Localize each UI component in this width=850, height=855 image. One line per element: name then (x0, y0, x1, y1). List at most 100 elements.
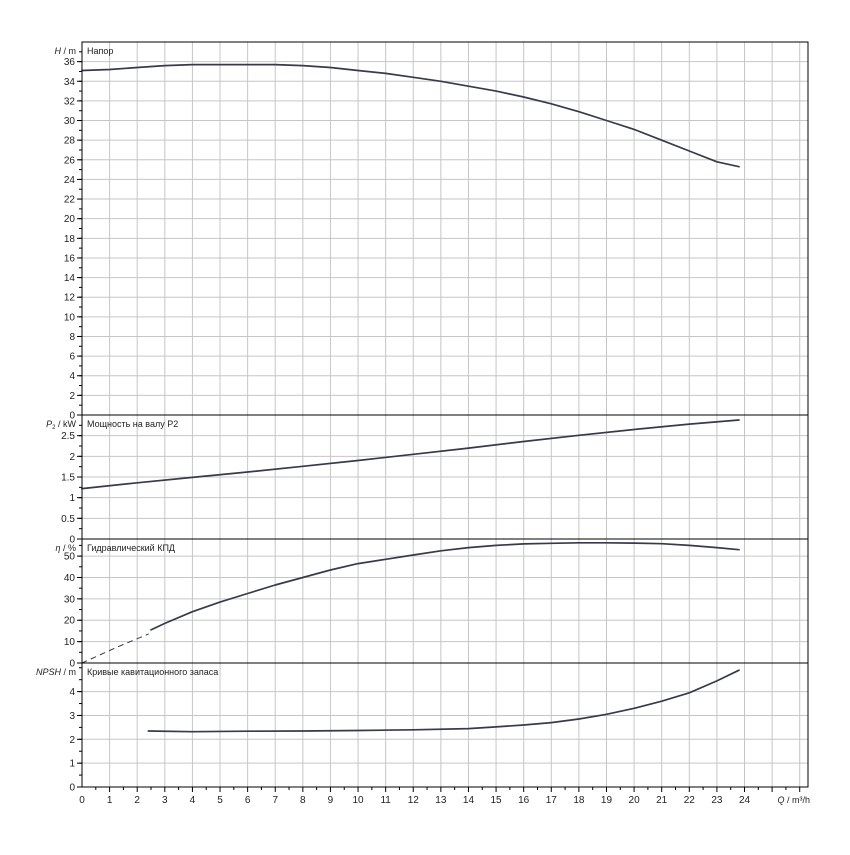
panel-frame (81, 662, 809, 788)
vertical-grid (109, 663, 801, 787)
x-tick-label: 4 (190, 795, 196, 806)
horizontal-grid (82, 555, 808, 643)
y-tick-label: 2.5 (61, 431, 75, 442)
vertical-grid (109, 539, 801, 663)
chart-panel-2: 00.511.522.5P2 / kW Мощность на валу P2 (46, 414, 809, 546)
y-tick-labels: 0 10 20 30 40 50 (64, 552, 82, 670)
series-line (150, 541, 740, 631)
y-tick-label: 4 (69, 687, 75, 698)
y-tick-label: 34 (64, 77, 76, 88)
y-tick-label: 10 (64, 312, 76, 323)
panel-frame (81, 538, 809, 664)
y-tick-label: 2 (69, 452, 75, 463)
x-tick-label: 2 (134, 795, 140, 806)
y-tick-label: 10 (64, 637, 76, 648)
y-tick-label: 2 (69, 391, 75, 402)
y-axis-unit: / kW (56, 419, 77, 429)
y-axis-label: P2 / kW (46, 419, 76, 431)
panel-title: Кривые кавитационного запаса (87, 667, 218, 677)
y-tick-label: 22 (64, 195, 76, 206)
y-axis-unit: / m (61, 46, 76, 56)
horizontal-grid (82, 691, 808, 764)
y-tick-label: 4 (69, 371, 75, 382)
x-tick-label: 17 (546, 795, 558, 806)
chart-panel-4: 0 1 2 3 4 NPSH / m Кривые кавитационного запас… (36, 662, 809, 794)
x-tick-label: 14 (463, 795, 475, 806)
x-tick-label: 21 (656, 795, 668, 806)
x-axis: 0 1 2 3 4 5 6 7 8 9 10 11 12 13 14 15 16 17 18 19 20 21 22 23 24… (79, 787, 810, 806)
y-tick-label: 6 (69, 352, 75, 363)
y-axis-unit: / m (61, 667, 76, 677)
x-axis-unit: / m³/h (784, 795, 810, 805)
y-tick-label: 0 (69, 659, 75, 670)
y-tick-label: 2 (69, 735, 75, 746)
y-tick-label: 16 (64, 253, 76, 264)
y-tick-label: 40 (64, 573, 76, 584)
y-tick-label: 24 (64, 175, 76, 186)
y-tick-label: 1.5 (61, 473, 75, 484)
y-tick-label: 14 (64, 273, 76, 284)
series-line (147, 669, 740, 733)
x-tick-label: 3 (162, 795, 168, 806)
y-tick-label: 18 (64, 234, 76, 245)
y-tick-label: 1 (69, 759, 75, 770)
x-tick-label: 11 (380, 795, 391, 806)
y-axis-symbol: P (46, 419, 52, 429)
y-tick-label: 20 (64, 616, 76, 627)
x-tick-label: 12 (408, 795, 420, 806)
series-line-dashed (81, 633, 149, 664)
y-tick-label: 0 (69, 411, 75, 422)
x-tick-label: 15 (491, 795, 503, 806)
x-tick-label: 13 (435, 795, 447, 806)
y-tick-label: 1 (69, 493, 75, 504)
panel-title: Гидравлический КПД (87, 543, 175, 553)
horizontal-grid (82, 435, 808, 519)
horizontal-grid (82, 61, 808, 396)
vertical-grid (109, 42, 801, 415)
x-tick-label: 0 (79, 795, 85, 806)
x-tick-label: 9 (328, 795, 334, 806)
x-tick-label: 7 (272, 795, 278, 806)
x-tick-label: 20 (629, 795, 641, 806)
y-axis-unit: / % (60, 543, 76, 553)
x-tick-label: 19 (601, 795, 613, 806)
panel-title: Напор (87, 46, 113, 56)
y-axis-label: NPSH / m (36, 667, 76, 677)
x-tick-label: 10 (352, 795, 364, 806)
x-tick-label: 1 (107, 795, 113, 806)
y-axis-symbol: NPSH (36, 667, 62, 677)
series-line (81, 63, 740, 168)
x-tick-label: 6 (245, 795, 251, 806)
y-axis-subscript: 2 (52, 425, 56, 431)
y-axis-label: η / % (55, 543, 76, 553)
x-axis-symbol: Q (777, 795, 784, 805)
panel-frame (81, 41, 809, 416)
y-tick-labels: 0 0.5 1 1.5 2 2.5 (61, 431, 82, 546)
y-tick-label: 32 (64, 96, 76, 107)
y-tick-label: 50 (64, 552, 76, 563)
y-axis-symbol: η (55, 543, 60, 553)
y-tick-label: 30 (64, 116, 76, 127)
y-tick-label: 3 (69, 711, 75, 722)
x-tick-label: 5 (217, 795, 223, 806)
x-tick-label: 16 (518, 795, 530, 806)
panel-title: Мощность на валу P2 (87, 419, 178, 429)
y-tick-labels: 0 1 2 3 4 (69, 687, 82, 794)
y-tick-label: 28 (64, 136, 76, 147)
y-axis-symbol: H (55, 46, 62, 56)
y-tick-label: 20 (64, 214, 76, 225)
y-tick-label: 36 (64, 57, 76, 68)
y-tick-label: 30 (64, 594, 76, 605)
x-axis-label: Q / m³/h (777, 795, 810, 805)
y-tick-label: 0.5 (61, 514, 75, 525)
y-tick-label: 0 (69, 783, 75, 794)
y-tick-label: 0 (69, 535, 75, 546)
x-tick-label: 23 (711, 795, 723, 806)
x-tick-label: 24 (739, 795, 751, 806)
y-axis-label: H / m (55, 46, 77, 56)
